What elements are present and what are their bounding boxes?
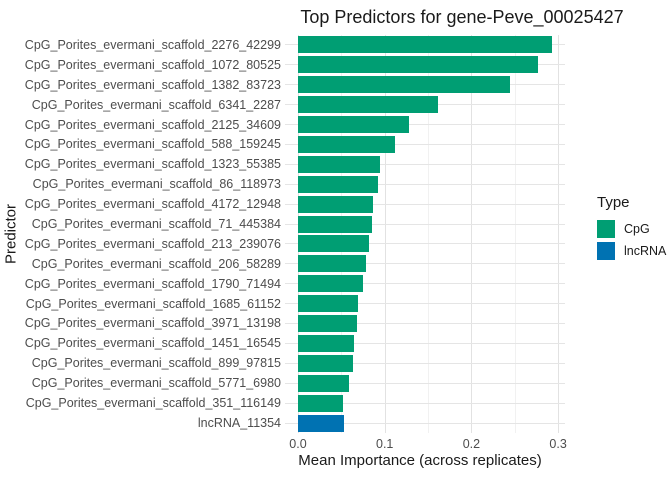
- y-axis-label: CpG_Porites_evermani_scaffold_86_118973: [32, 177, 281, 192]
- category-gridline: [285, 143, 565, 145]
- legend-item-lncrna: lncRNA: [597, 242, 666, 260]
- major-gridline: [298, 35, 299, 433]
- y-axis-label: CpG_Porites_evermani_scaffold_2276_42299: [24, 37, 281, 52]
- bar: [298, 175, 378, 193]
- category-gridline: [285, 402, 565, 404]
- y-axis-label: CpG_Porites_evermani_scaffold_1072_80525: [24, 57, 281, 72]
- lncrna-swatch-icon: [597, 242, 615, 260]
- minor-gridline: [514, 35, 516, 433]
- category-gridline: [285, 243, 565, 245]
- bar: [298, 255, 366, 273]
- category-gridline: [285, 422, 565, 424]
- y-axis-label: CpG_Porites_evermani_scaffold_1323_55385: [24, 157, 281, 172]
- y-axis-labels: CpG_Porites_evermani_scaffold_2276_42299…: [0, 35, 281, 433]
- major-gridline: [558, 35, 560, 433]
- major-gridline: [384, 35, 386, 433]
- minor-gridline: [428, 35, 430, 433]
- bar: [298, 275, 363, 293]
- plot-title: Top Predictors for gene-Peve_00025427: [300, 7, 624, 27]
- y-axis-label: CpG_Porites_evermani_scaffold_588_159245: [24, 137, 281, 152]
- x-axis-ticks: 0.0 0.1 0.2 0.3: [0, 437, 672, 451]
- plot-panel: [285, 35, 565, 433]
- category-gridline: [285, 362, 565, 364]
- y-axis-label: CpG_Porites_evermani_scaffold_1685_61152: [25, 296, 281, 311]
- y-axis-label: CpG_Porites_evermani_scaffold_3971_13198: [24, 316, 281, 331]
- legend-title: Type: [597, 194, 630, 211]
- category-gridline: [285, 303, 565, 305]
- legend-label-lncrna: lncRNA: [624, 244, 667, 258]
- x-tick-label: 0.0: [289, 437, 307, 451]
- bar: [298, 116, 409, 134]
- category-gridline: [285, 223, 565, 225]
- category-gridline: [285, 263, 565, 265]
- category-gridline: [285, 283, 565, 285]
- bar: [298, 295, 358, 313]
- major-gridline: [471, 35, 473, 433]
- bar: [298, 354, 353, 372]
- x-tick-label: 0.2: [462, 437, 481, 451]
- x-tick-label: 0.3: [549, 437, 567, 451]
- legend-item-cpg: CpG: [597, 220, 666, 238]
- bar: [298, 155, 380, 173]
- bar: [298, 195, 373, 213]
- y-axis-label: CpG_Porites_evermani_scaffold_1382_83723: [24, 77, 281, 92]
- cpg-swatch-icon: [597, 220, 615, 238]
- bar: [298, 56, 538, 74]
- category-gridline: [285, 163, 565, 165]
- bar: [298, 374, 349, 392]
- x-axis-title: Mean Importance (across replicates): [298, 452, 542, 469]
- bar: [298, 315, 357, 333]
- bar: [298, 36, 552, 54]
- bar: [298, 394, 343, 412]
- bar: [298, 235, 369, 253]
- category-gridline: [285, 342, 565, 344]
- y-axis-label: CpG_Porites_evermani_scaffold_5771_6980: [31, 376, 281, 391]
- y-axis-label: CpG_Porites_evermani_scaffold_1451_16545: [24, 336, 281, 351]
- bar: [298, 334, 354, 352]
- y-axis-label: CpG_Porites_evermani_scaffold_71_445384: [31, 216, 281, 231]
- y-axis-label: CpG_Porites_evermani_scaffold_213_239076: [24, 236, 281, 251]
- bar: [298, 135, 395, 153]
- bar: [298, 215, 372, 233]
- bar: [298, 414, 344, 432]
- minor-gridline: [341, 35, 343, 433]
- category-gridline: [285, 203, 565, 205]
- category-gridline: [285, 183, 565, 185]
- legend-label-cpg: CpG: [624, 222, 650, 236]
- y-axis-label: lncRNA_11354: [197, 415, 281, 430]
- legend: Type CpG lncRNA: [597, 194, 666, 264]
- category-gridline: [285, 124, 565, 126]
- y-axis-label: CpG_Porites_evermani_scaffold_1790_71494: [24, 276, 281, 291]
- x-tick-label: 0.1: [375, 437, 394, 451]
- bar: [298, 76, 510, 94]
- y-axis-label: CpG_Porites_evermani_scaffold_206_58289: [31, 256, 281, 271]
- y-axis-label: CpG_Porites_evermani_scaffold_2125_34609: [24, 117, 281, 132]
- category-gridline: [285, 382, 565, 384]
- category-gridline: [285, 323, 565, 325]
- y-axis-label: CpG_Porites_evermani_scaffold_351_116149: [25, 395, 281, 410]
- y-axis-label: CpG_Porites_evermani_scaffold_4172_12948: [24, 197, 281, 212]
- bar: [298, 96, 438, 114]
- y-axis-label: CpG_Porites_evermani_scaffold_899_97815: [31, 356, 281, 371]
- y-axis-label: CpG_Porites_evermani_scaffold_6341_2287: [31, 97, 281, 112]
